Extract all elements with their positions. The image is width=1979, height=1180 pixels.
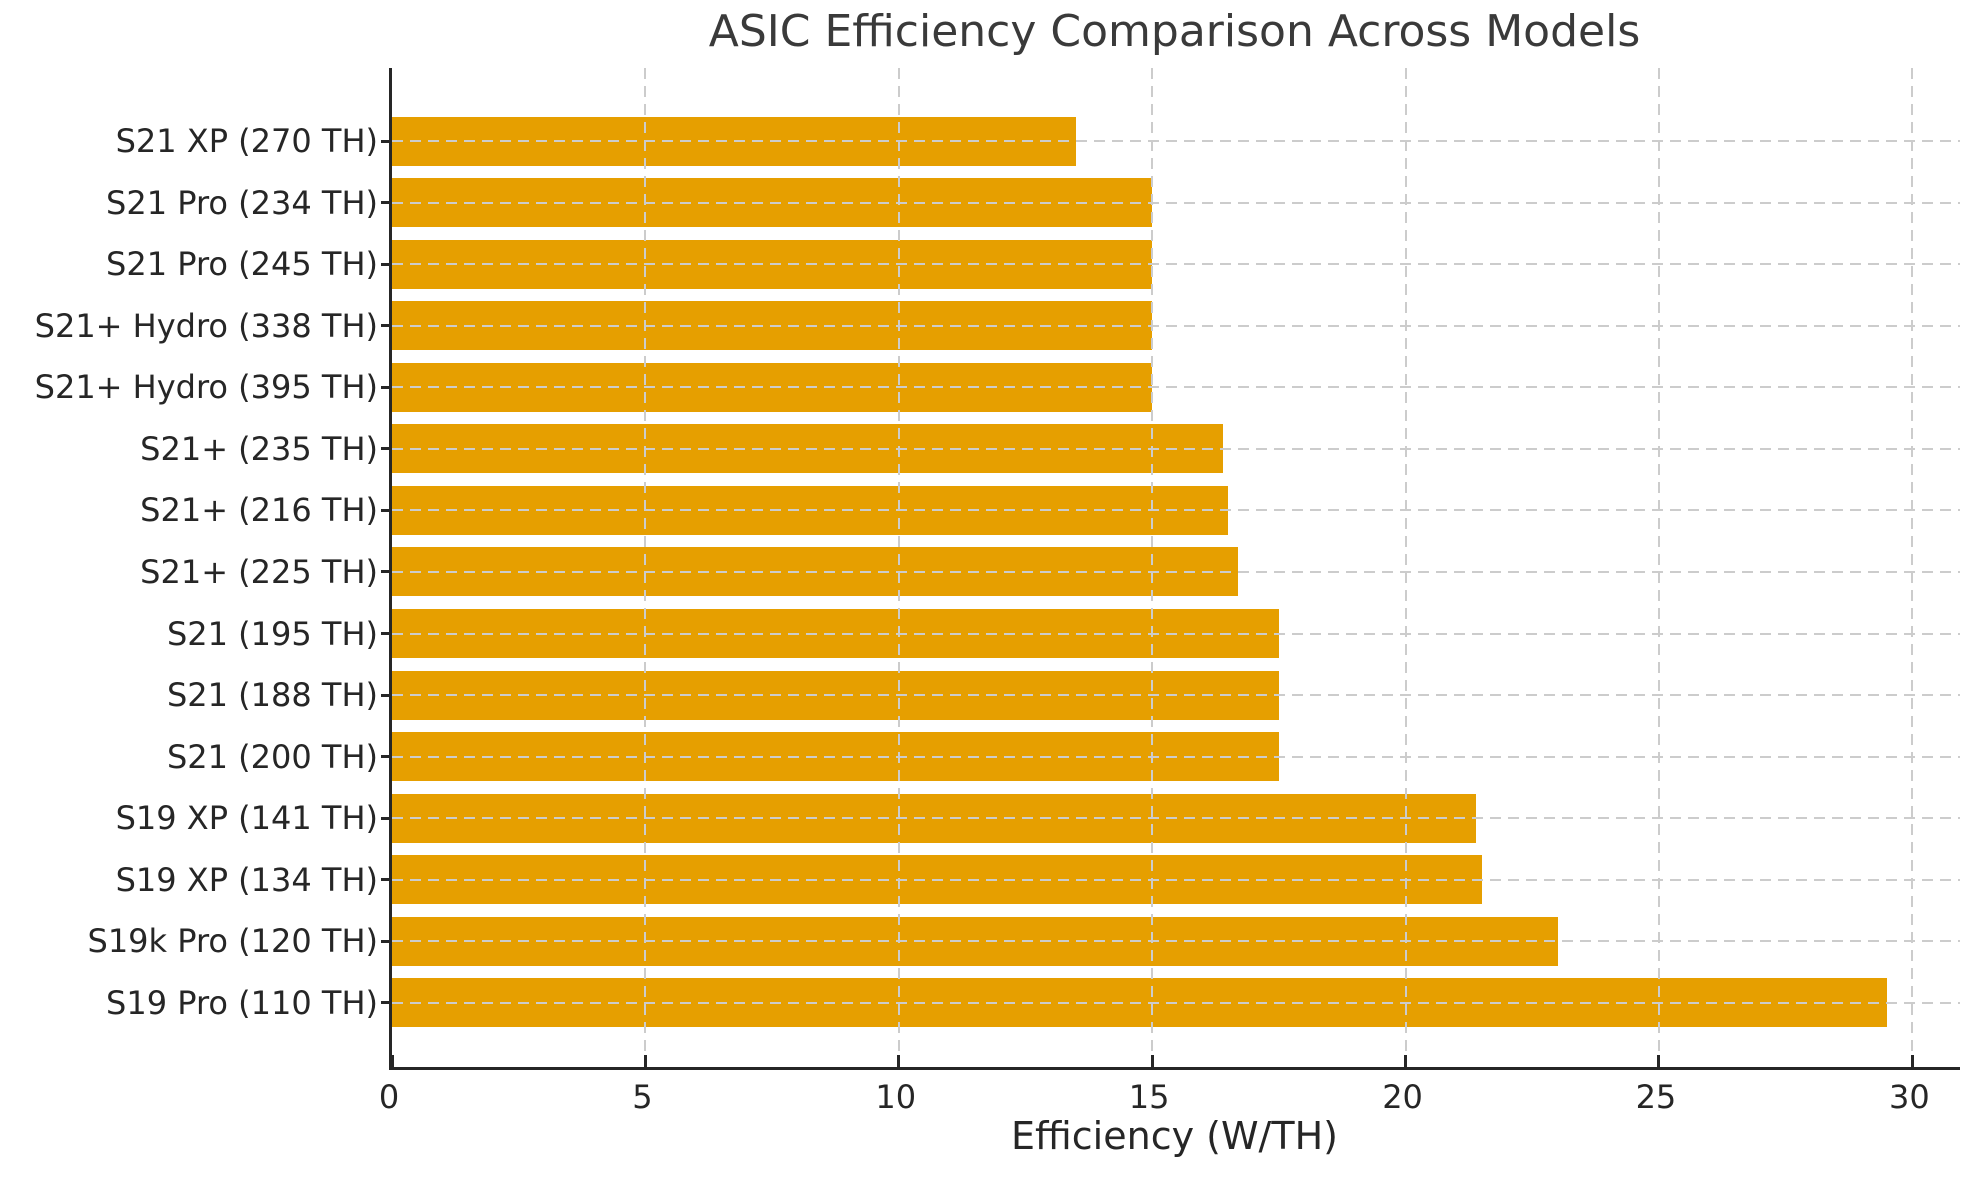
- y-tick-label-8: S21 (195 TH): [166, 614, 378, 653]
- y-tick-mark-3: [381, 324, 390, 328]
- y-tick-mark-13: [381, 939, 390, 943]
- y-gridline-12: [392, 878, 1960, 881]
- y-tick-label-13: S19k Pro (120 TH): [87, 922, 379, 961]
- y-tick-label-4: S21+ Hydro (395 TH): [34, 368, 378, 407]
- y-tick-mark-11: [381, 816, 390, 820]
- chart-title: ASIC Efficiency Comparison Across Models: [708, 6, 1641, 57]
- y-tick-mark-2: [381, 262, 390, 266]
- y-tick-mark-10: [381, 755, 390, 759]
- y-tick-mark-6: [381, 508, 390, 512]
- y-tick-mark-4: [381, 385, 390, 389]
- x-tick-mark-15: [1150, 1055, 1154, 1067]
- x-tick-label-30: 30: [1888, 1078, 1930, 1116]
- x-axis-label: Efficiency (W/TH): [1011, 1114, 1338, 1158]
- x-gridline-5: [644, 68, 647, 1067]
- y-tick-label-9: S21 (188 TH): [166, 676, 378, 715]
- x-gridline-10: [897, 68, 900, 1067]
- x-tick-label-25: 25: [1635, 1078, 1677, 1116]
- x-tick-label-0: 0: [378, 1078, 400, 1116]
- y-gridline-14: [392, 1001, 1960, 1004]
- x-tick-mark-20: [1404, 1055, 1408, 1067]
- y-tick-mark-14: [381, 1001, 390, 1005]
- y-gridline-1: [392, 201, 1960, 204]
- y-tick-mark-9: [381, 693, 390, 697]
- y-tick-label-12: S19 XP (134 TH): [115, 860, 378, 899]
- y-gridline-7: [392, 570, 1960, 573]
- y-tick-mark-1: [381, 201, 390, 205]
- y-tick-mark-8: [381, 632, 390, 636]
- y-gridline-13: [392, 940, 1960, 943]
- y-tick-label-2: S21 Pro (245 TH): [106, 245, 378, 284]
- y-tick-label-5: S21+ (235 TH): [140, 429, 378, 468]
- y-gridline-4: [392, 386, 1960, 389]
- y-gridline-2: [392, 263, 1960, 266]
- y-gridline-9: [392, 694, 1960, 697]
- x-gridline-15: [1151, 68, 1154, 1067]
- x-tick-mark-30: [1910, 1055, 1914, 1067]
- x-gridline-25: [1657, 68, 1660, 1067]
- x-tick-label-5: 5: [632, 1078, 653, 1116]
- x-tick-mark-10: [897, 1055, 901, 1067]
- y-tick-label-11: S19 XP (141 TH): [115, 799, 378, 838]
- y-tick-mark-0: [381, 139, 390, 143]
- y-gridline-10: [392, 755, 1960, 758]
- y-tick-label-14: S19 Pro (110 TH): [106, 983, 378, 1022]
- y-tick-label-1: S21 Pro (234 TH): [106, 183, 378, 222]
- y-gridline-11: [392, 817, 1960, 820]
- y-tick-label-10: S21 (200 TH): [166, 737, 378, 776]
- y-tick-label-6: S21+ (216 TH): [140, 491, 378, 530]
- y-tick-mark-12: [381, 878, 390, 882]
- x-gridline-30: [1911, 68, 1914, 1067]
- x-tick-mark-25: [1657, 1055, 1661, 1067]
- x-tick-mark-5: [643, 1055, 647, 1067]
- y-tick-mark-7: [381, 570, 390, 574]
- y-gridline-3: [392, 324, 1960, 327]
- plot-area: [381, 68, 1960, 1070]
- x-tick-mark-0: [390, 1055, 394, 1067]
- y-gridline-8: [392, 632, 1960, 635]
- y-gridline-6: [392, 509, 1960, 512]
- y-tick-mark-5: [381, 447, 390, 451]
- y-tick-label-0: S21 XP (270 TH): [115, 122, 378, 160]
- x-tick-label-20: 20: [1382, 1078, 1423, 1116]
- x-tick-label-10: 10: [875, 1078, 917, 1116]
- x-gridline-20: [1404, 68, 1407, 1067]
- y-tick-label-7: S21+ (225 TH): [140, 552, 378, 591]
- y-gridline-0: [392, 140, 1960, 142]
- x-tick-label-15: 15: [1128, 1078, 1170, 1116]
- y-gridline-5: [392, 447, 1960, 450]
- y-tick-label-3: S21+ Hydro (338 TH): [34, 306, 378, 345]
